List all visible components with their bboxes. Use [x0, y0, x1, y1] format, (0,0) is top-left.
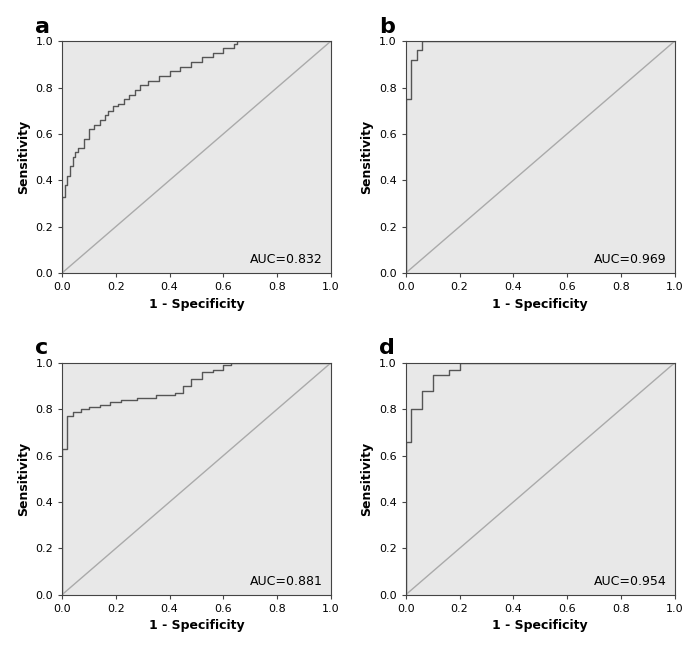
X-axis label: 1 - Specificity: 1 - Specificity — [148, 619, 244, 632]
Y-axis label: Sensitivity: Sensitivity — [360, 120, 373, 194]
Y-axis label: Sensitivity: Sensitivity — [17, 442, 29, 516]
X-axis label: 1 - Specificity: 1 - Specificity — [492, 298, 588, 311]
Text: a: a — [35, 17, 50, 36]
Y-axis label: Sensitivity: Sensitivity — [360, 442, 373, 516]
Y-axis label: Sensitivity: Sensitivity — [17, 120, 29, 194]
Text: AUC=0.954: AUC=0.954 — [594, 575, 666, 588]
Text: AUC=0.969: AUC=0.969 — [594, 253, 666, 266]
Text: AUC=0.832: AUC=0.832 — [250, 253, 323, 266]
X-axis label: 1 - Specificity: 1 - Specificity — [492, 619, 588, 632]
Text: AUC=0.881: AUC=0.881 — [250, 575, 323, 588]
Text: d: d — [379, 338, 395, 358]
Text: b: b — [379, 17, 395, 36]
X-axis label: 1 - Specificity: 1 - Specificity — [148, 298, 244, 311]
Text: c: c — [35, 338, 48, 358]
